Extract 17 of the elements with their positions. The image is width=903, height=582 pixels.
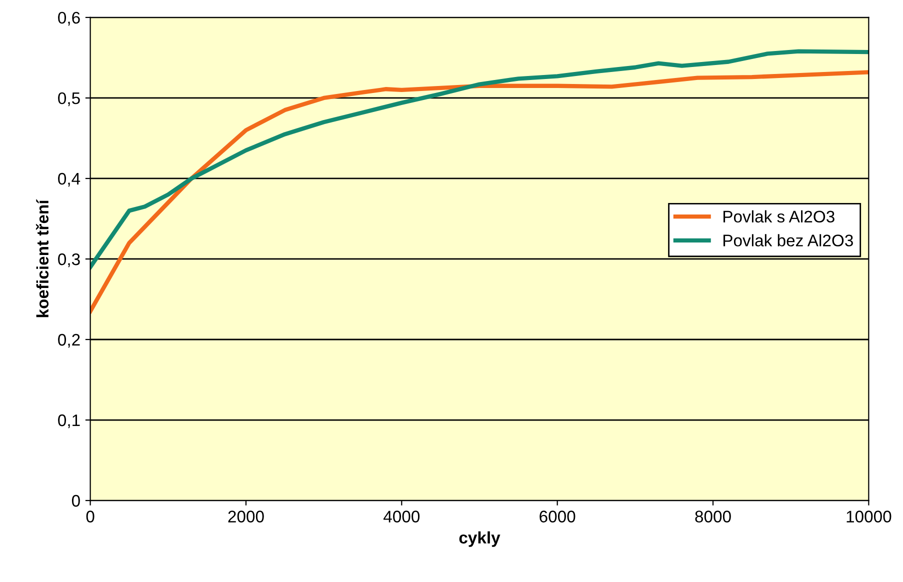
x-tick-label: 8000 [695,510,731,522]
y-tick-label: 0,3 [58,253,80,268]
x-tick-label: 0 [86,510,94,522]
y-tick-label: 0,4 [58,172,80,187]
legend-label: Povlak s Al2O3 [723,210,834,223]
y-tick-label: 0 [72,494,80,507]
x-tick-label: 10000 [846,510,892,522]
x-axis-title: cykly [459,531,500,547]
x-tick-label: 2000 [228,510,264,522]
x-tick-label: 6000 [540,510,576,522]
y-axis-title: koeficient tření [36,199,49,318]
legend-label: Povlak bez Al2O3 [723,234,853,246]
y-tick-label: 0,5 [58,92,80,106]
y-tick-label: 0,6 [58,12,80,26]
y-tick-label: 0,1 [58,414,80,428]
x-tick-label: 4000 [384,510,420,522]
y-tick-label: 0,2 [58,334,80,348]
